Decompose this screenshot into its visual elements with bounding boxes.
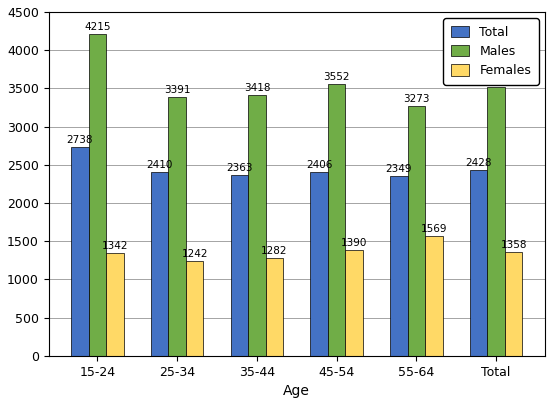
Bar (71, 147, 89, 356)
Bar (310, 172, 328, 356)
Bar (390, 176, 407, 356)
X-axis label: Age: Age (283, 384, 310, 398)
Text: 1569: 1569 (421, 224, 447, 234)
Bar (346, 249, 363, 356)
Text: 1342: 1342 (102, 241, 128, 252)
Bar (231, 175, 248, 356)
Bar (106, 253, 124, 356)
Bar (186, 261, 204, 356)
Text: 2410: 2410 (146, 160, 173, 170)
Bar (266, 258, 283, 356)
Text: 3514: 3514 (483, 75, 509, 85)
Text: 2428: 2428 (465, 158, 492, 168)
Bar (151, 172, 168, 356)
Text: 1358: 1358 (501, 240, 527, 250)
Bar (470, 170, 487, 356)
Text: 3552: 3552 (323, 72, 350, 83)
Bar (425, 236, 443, 356)
Text: 1390: 1390 (341, 238, 368, 248)
Text: 2363: 2363 (226, 163, 253, 173)
Bar (89, 34, 106, 356)
Bar (407, 106, 425, 356)
Bar (168, 97, 186, 356)
Legend: Total, Males, Females: Total, Males, Females (443, 18, 539, 85)
Text: 2738: 2738 (67, 135, 93, 145)
Text: 3418: 3418 (243, 83, 270, 93)
Text: 1282: 1282 (261, 246, 288, 256)
Bar (248, 95, 266, 356)
Text: 3391: 3391 (164, 85, 190, 95)
Bar (328, 84, 346, 356)
Text: 2349: 2349 (386, 164, 412, 175)
Text: 2406: 2406 (306, 160, 332, 170)
Bar (487, 87, 505, 356)
Bar (505, 252, 523, 356)
Text: 4215: 4215 (84, 22, 111, 32)
Text: 1242: 1242 (182, 249, 208, 259)
Text: 3273: 3273 (403, 94, 429, 104)
